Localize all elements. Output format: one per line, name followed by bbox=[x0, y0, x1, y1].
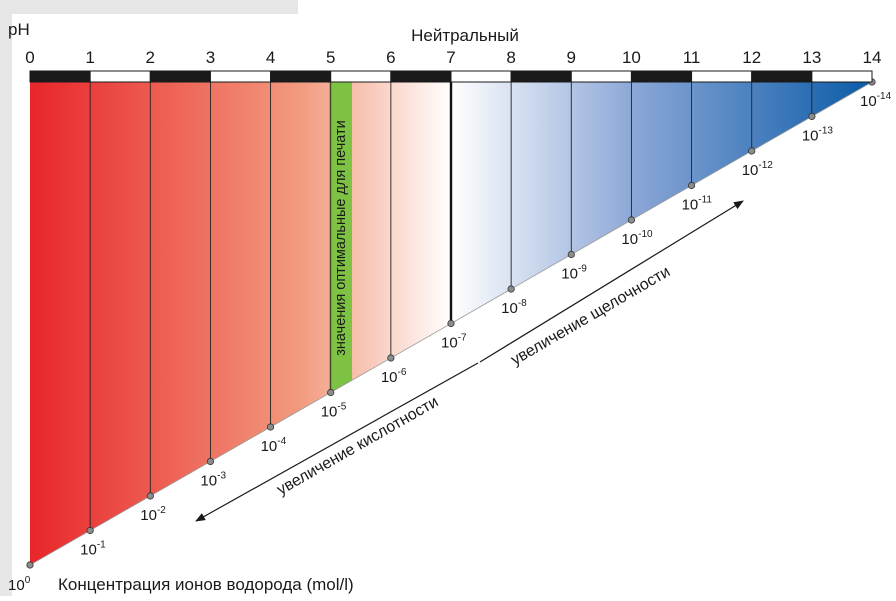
alkalinity-arrow bbox=[479, 200, 744, 363]
concentration-point bbox=[507, 285, 515, 293]
ph-tick-label: 12 bbox=[742, 48, 761, 67]
concentration-label: 10-6 bbox=[381, 367, 407, 386]
ph-tick-label: 8 bbox=[506, 48, 515, 67]
optimal-band bbox=[329, 82, 352, 394]
concentration-point bbox=[687, 181, 696, 190]
concentration-label: 10-3 bbox=[200, 471, 226, 490]
ph-tick-label: 7 bbox=[446, 48, 455, 67]
ph-tick-label: 14 bbox=[863, 48, 882, 67]
ph-tick-label: 0 bbox=[25, 48, 34, 67]
scale-bar-segment bbox=[209, 70, 272, 83]
concentration-label: 10-11 bbox=[682, 195, 713, 214]
concentration-point bbox=[327, 388, 335, 397]
concentration-point bbox=[627, 216, 636, 224]
ph-tick-label: 11 bbox=[683, 48, 701, 67]
concentration-point bbox=[567, 250, 575, 259]
scale-bar-segment bbox=[751, 70, 813, 83]
scale-bar-segment bbox=[450, 70, 512, 83]
ph-tick-label: 4 bbox=[266, 48, 275, 67]
scale-bar-segment bbox=[570, 70, 632, 83]
concentration-caption: Концентрация ионов водорода (mol/l) bbox=[58, 575, 354, 594]
ph-axis-label: pH bbox=[8, 20, 30, 39]
scale-bar-segment bbox=[149, 70, 211, 83]
concentration-point bbox=[26, 561, 34, 569]
alkalinity-label: увеличение щелочности bbox=[508, 263, 673, 369]
concentration-label: 10-14 bbox=[860, 91, 892, 110]
concentration-label: 10-2 bbox=[140, 505, 166, 524]
scale-bar-segment bbox=[510, 70, 572, 83]
concentration-point bbox=[748, 147, 756, 155]
concentration-point bbox=[387, 354, 395, 362]
concentration-point bbox=[808, 112, 816, 121]
neutral-label: Нейтральный bbox=[411, 26, 519, 45]
scale-bar-segment bbox=[390, 70, 452, 83]
acidity-arrow bbox=[195, 362, 479, 522]
scale-bar-segment bbox=[691, 70, 753, 83]
scale-bar-segment bbox=[330, 70, 392, 83]
scale-bar-segment bbox=[29, 70, 91, 83]
ph-tick-label: 10 bbox=[622, 48, 641, 67]
ph-tick-label: 6 bbox=[386, 48, 395, 67]
concentration-point bbox=[206, 457, 215, 466]
concentration-label: 10-4 bbox=[261, 436, 287, 455]
concentration-label: 10-10 bbox=[621, 229, 653, 248]
concentration-point bbox=[266, 423, 275, 431]
scale-bar-segment bbox=[630, 70, 693, 83]
concentration-label: 10-8 bbox=[501, 298, 527, 317]
ph-tick-label: 1 bbox=[85, 48, 94, 67]
concentration-label: 10-7 bbox=[441, 333, 467, 352]
concentration-label: 10-1 bbox=[80, 540, 106, 559]
concentration-label: 10-5 bbox=[321, 402, 347, 421]
concentration-point bbox=[447, 319, 455, 328]
ph-tick-label: 13 bbox=[802, 48, 821, 67]
ph-tick-label: 5 bbox=[326, 48, 335, 67]
ph-tick-label: 2 bbox=[146, 48, 155, 67]
scale-bar-segment bbox=[89, 70, 151, 83]
optimal-band-label: значения оптимальные для печати bbox=[333, 120, 349, 356]
concentration-label: 10-9 bbox=[561, 264, 587, 283]
ph-tick-label: 3 bbox=[206, 48, 215, 67]
concentration-point bbox=[146, 492, 154, 500]
scale-bar-segment bbox=[811, 70, 873, 83]
scale-bar-segment bbox=[270, 70, 332, 83]
concentration-label: 10-12 bbox=[742, 160, 774, 179]
concentration-label: 10-13 bbox=[802, 126, 834, 145]
ph-tick-label: 9 bbox=[567, 48, 576, 67]
concentration-label: 100 bbox=[8, 575, 31, 594]
concentration-point bbox=[86, 526, 94, 535]
